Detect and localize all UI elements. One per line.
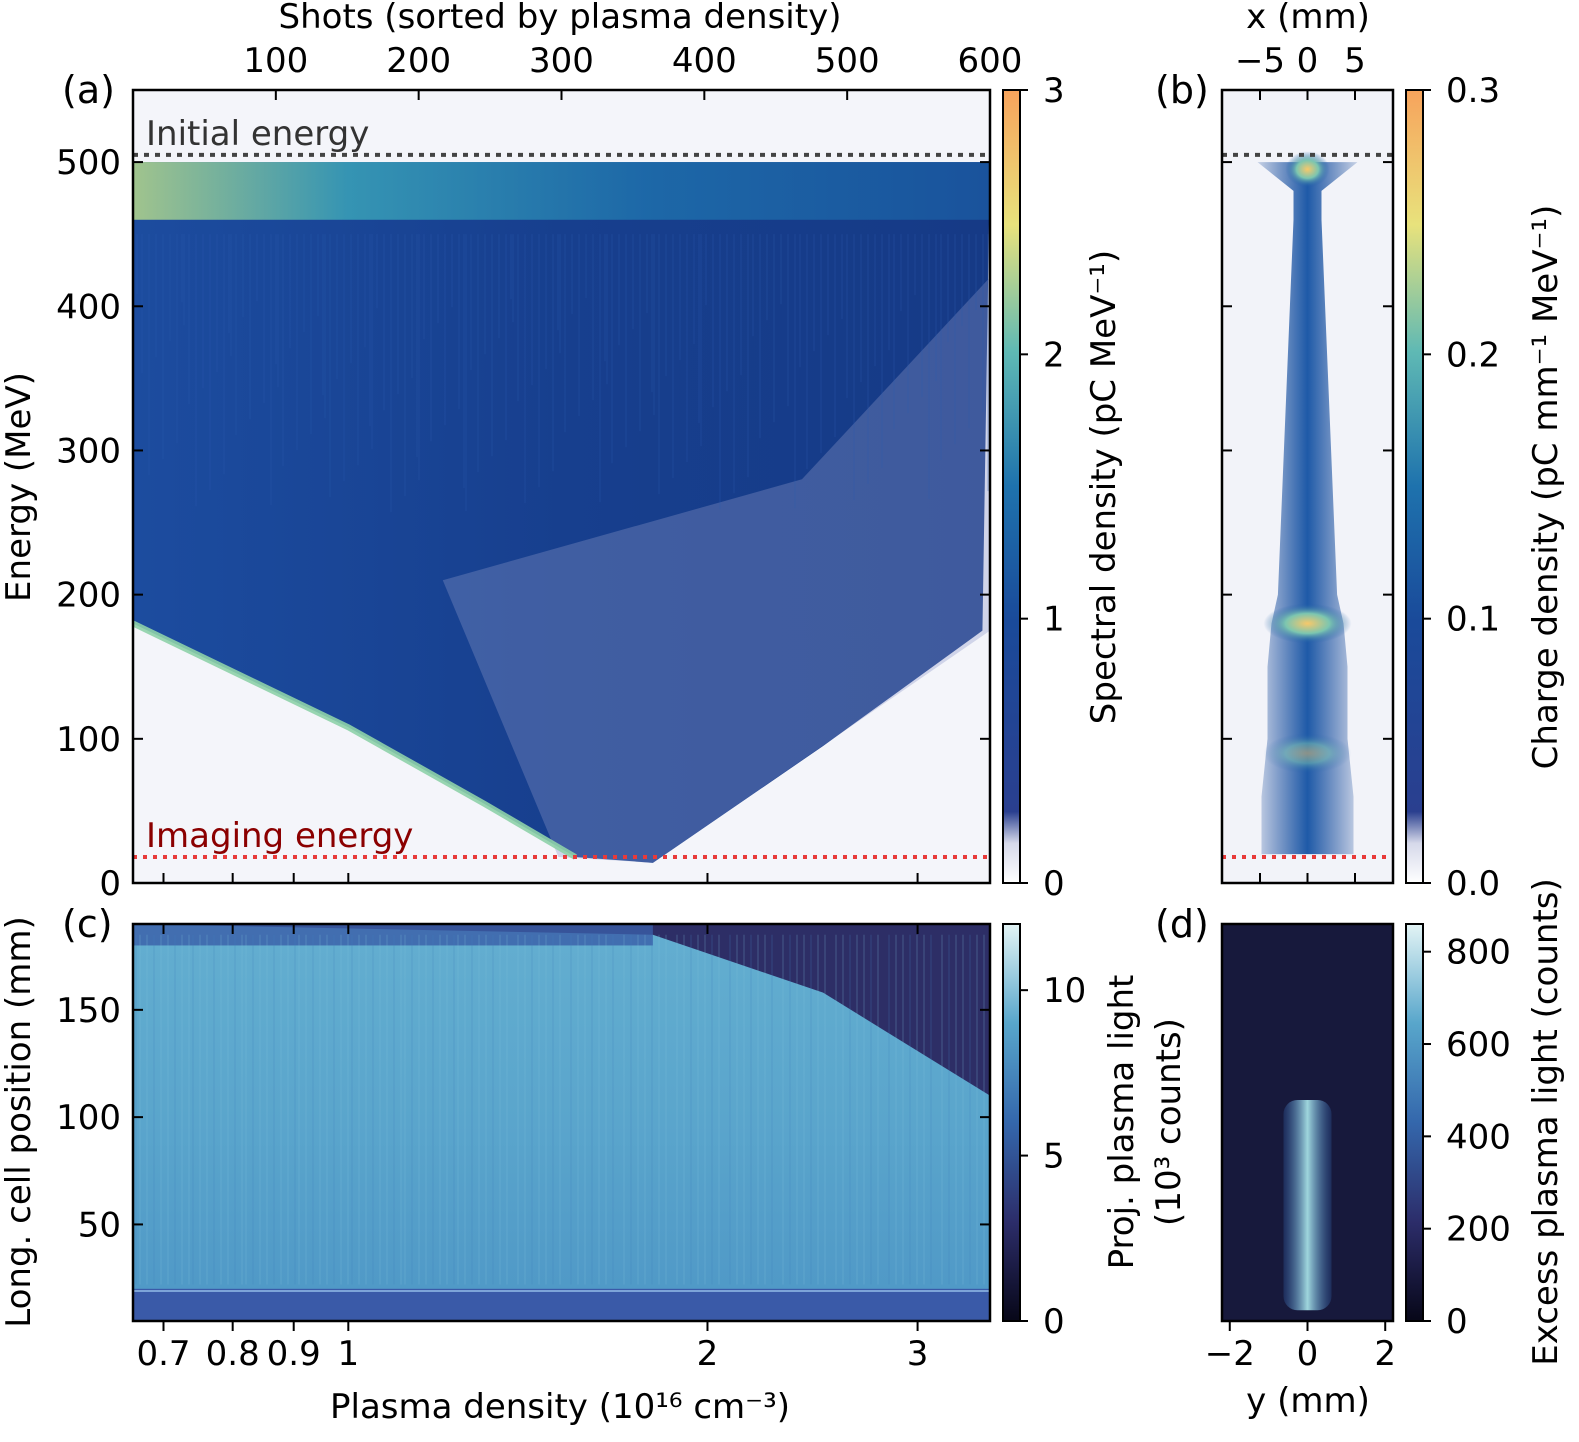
panel-d: (d) −2 0 2 y (mm) 0 200 400 600 800 Excess pla… (1155, 878, 1566, 1421)
x-tick-label: 2 (697, 1334, 719, 1374)
colorbar-tick-label: 10 (1043, 971, 1086, 1011)
initial-energy-label: Initial energy (146, 114, 369, 154)
colorbar-tick-label: 0 (1043, 864, 1065, 904)
panel-d-x-tick-label: 0 (1297, 1334, 1319, 1374)
panel-c-label: (c) (62, 902, 113, 946)
panel-b-colorbar (1405, 89, 1424, 884)
colorbar-tick-label: 2 (1043, 335, 1065, 375)
panel-d-colorbar-label: Excess plasma light (counts) (1526, 878, 1566, 1366)
panel-c-dark-region (133, 924, 990, 1096)
colorbar-tick-label: 0.2 (1446, 335, 1500, 375)
panel-c-cell-entrance-band (133, 1288, 990, 1321)
panel-c-colorbar-label-line2: (10³ counts) (1149, 1018, 1189, 1226)
charge-hotspot (1263, 603, 1352, 644)
colorbar-tick-label: 600 (1446, 1025, 1511, 1065)
y-tick-label: 100 (56, 720, 121, 760)
panel-c-x-ticks: 0.7 0.8 0.9 1 2 3 (136, 924, 928, 1374)
panel-b-beam (1257, 162, 1358, 855)
panel-b-ticks: −5 0 5 (1222, 41, 1393, 884)
colorbar-tick-label: 3 (1043, 71, 1065, 111)
y-tick-label: 100 (56, 1098, 121, 1138)
charge-hotspot (1285, 151, 1330, 188)
top-tick-label: 400 (672, 41, 737, 81)
colorbar-tick-label: 400 (1446, 1117, 1511, 1157)
panel-d-colorbar-ticks: 0 200 400 600 800 (1423, 933, 1511, 1342)
top-tick-label: 200 (386, 41, 451, 81)
top-tick-label: 300 (529, 41, 594, 81)
y-tick-label: 500 (56, 143, 121, 183)
panel-a-sparse-signal (442, 277, 990, 863)
x-tick-label: 1 (337, 1334, 359, 1374)
panel-c-colorbar-label-line1: Proj. plasma light (1102, 975, 1142, 1270)
x-tick-label: 0.9 (267, 1334, 321, 1374)
panel-a-top-ticks: 100 200 300 400 500 600 (243, 41, 1022, 100)
colorbar-tick-label: 800 (1446, 933, 1511, 973)
y-tick-label: 0 (99, 864, 121, 904)
x-tick-label: 0.7 (136, 1334, 190, 1374)
panel-b-top-tick-label: 5 (1344, 41, 1366, 81)
panel-a-label: (a) (62, 68, 115, 112)
colorbar-tick-label: 0 (1043, 1302, 1065, 1342)
panel-b-hotspots (1263, 151, 1352, 774)
top-tick-label: 500 (815, 41, 880, 81)
x-tick-label: 0.8 (206, 1334, 260, 1374)
panel-b-label: (b) (1155, 68, 1209, 112)
panel-d-x-tick-label: 2 (1374, 1334, 1396, 1374)
colorbar-tick-label: 5 (1043, 1137, 1065, 1177)
panel-b: (b) −5 0 5 x (mm) 0.0 0.1 0.2 0.3 Charge dens… (1155, 0, 1566, 904)
panel-d-ticks: −2 0 2 (1205, 1321, 1396, 1374)
y-tick-label: 150 (56, 991, 121, 1031)
panel-b-colorbar-label: Charge density (pC mm⁻¹ MeV⁻¹) (1526, 205, 1566, 770)
panel-d-colorbar (1405, 923, 1424, 1322)
top-tick-label: 100 (243, 41, 308, 81)
colorbar-tick-label: 0.3 (1446, 71, 1500, 111)
panel-c-colorbar (1002, 923, 1021, 1322)
panel-b-top-tick-label: 0 (1297, 41, 1319, 81)
y-tick-label: 400 (56, 287, 121, 327)
y-tick-label: 50 (78, 1205, 121, 1245)
panel-a: (a) Initial energy Imaging energy 010020… (0, 0, 1124, 904)
panel-a-colorbar (1002, 89, 1021, 884)
panel-c-y-ticks: 50 100 150 (56, 991, 990, 1245)
panel-c-top-band (133, 924, 653, 946)
colorbar-tick-label: 0.1 (1446, 600, 1500, 640)
panel-b-colorbar-ticks: 0.0 0.1 0.2 0.3 (1423, 71, 1500, 904)
panel-a-colorbar-label: Spectral density (pC MeV⁻¹) (1084, 250, 1124, 724)
colorbar-tick-label: 0.0 (1446, 864, 1500, 904)
panel-a-top-axis-label: Shots (sorted by plasma density) (279, 0, 842, 37)
panel-d-x-tick-label: −2 (1205, 1334, 1255, 1374)
panel-b-top-tick-label: −5 (1235, 41, 1285, 81)
panel-c-colorbar-ticks: 0 5 10 (1020, 971, 1086, 1342)
imaging-energy-label: Imaging energy (146, 816, 413, 856)
panel-a-colorbar-ticks: 0 1 2 3 (1020, 71, 1065, 904)
x-tick-label: 3 (907, 1334, 929, 1374)
colorbar-tick-label: 0 (1446, 1302, 1468, 1342)
y-tick-label: 200 (56, 576, 121, 616)
panel-c-frame (131, 922, 992, 1323)
panel-d-x-axis-label: y (mm) (1246, 1381, 1370, 1421)
panel-a-shot-streaks (136, 234, 989, 513)
panel-c-y-axis-label: Long. cell position (mm) (0, 916, 39, 1327)
top-tick-label: 600 (958, 41, 1023, 81)
panel-a-bottom-ticks (162, 873, 919, 883)
panel-a-y-ticks: 0 100 200 300 400 500 (56, 143, 990, 904)
panel-d-plasma-column (1283, 1099, 1332, 1311)
panel-b-top-axis-label: x (mm) (1246, 0, 1370, 37)
panel-c-x-axis-label: Plasma density (10¹⁶ cm⁻³) (330, 1387, 790, 1427)
colorbar-tick-label: 200 (1446, 1210, 1511, 1250)
panel-a-initial-energy-band (133, 162, 990, 220)
charge-hotspot (1263, 733, 1352, 774)
panel-d-label: (d) (1155, 902, 1209, 946)
colorbar-tick-label: 1 (1043, 600, 1065, 640)
panel-a-low-energy-edge (133, 620, 577, 860)
y-tick-label: 300 (56, 431, 121, 471)
panel-c-shot-streaks (135, 934, 985, 1285)
panel-a-signal-region (133, 162, 990, 863)
panel-a-y-axis-label: Energy (MeV) (0, 372, 39, 602)
